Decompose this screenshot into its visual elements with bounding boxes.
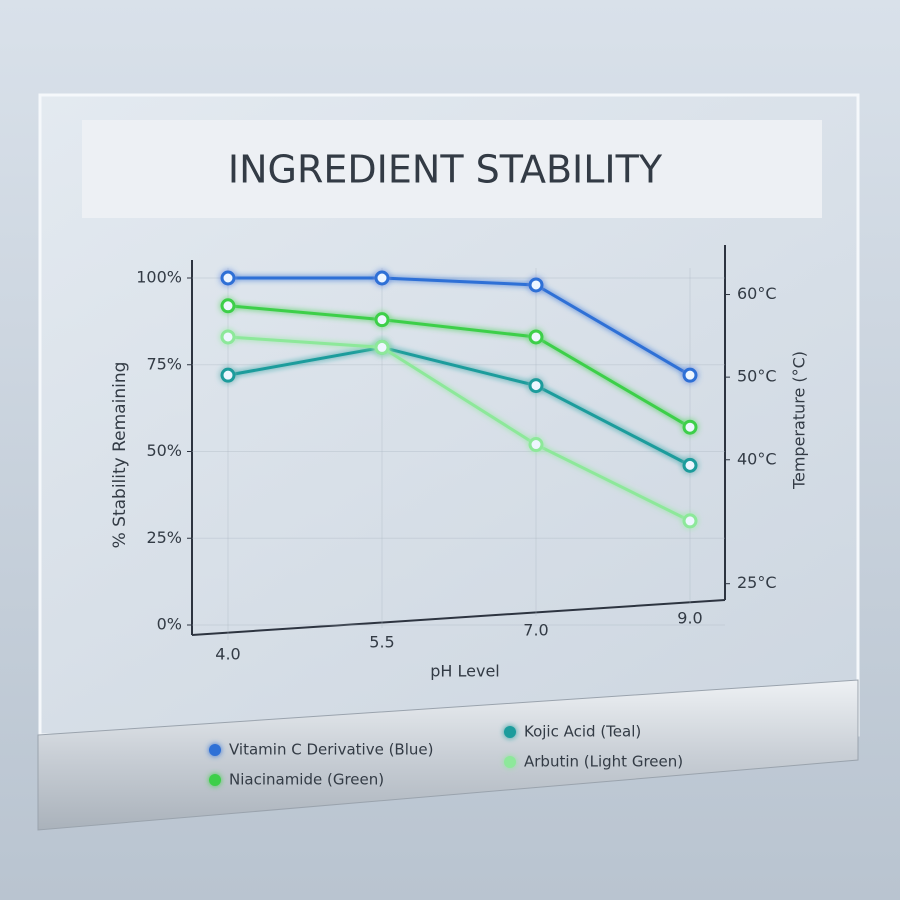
y-axis-label: % Stability Remaining bbox=[110, 362, 130, 549]
series-line bbox=[227, 345, 691, 467]
x-tick-label: 9.0 bbox=[677, 609, 702, 628]
data-point bbox=[374, 270, 390, 286]
data-point bbox=[682, 513, 698, 529]
series-line bbox=[227, 304, 691, 429]
x-axis-label: pH Level bbox=[430, 662, 500, 681]
series-line bbox=[228, 276, 691, 377]
data-point bbox=[528, 437, 544, 453]
legend-label: Niacinamide (Green) bbox=[229, 771, 384, 789]
y2-tick-label: 40°C bbox=[737, 449, 777, 468]
legend-marker bbox=[209, 744, 221, 756]
metal-base bbox=[37, 679, 859, 831]
y2-axis-label: Temperature (°C) bbox=[790, 351, 809, 490]
x-axis bbox=[191, 599, 726, 636]
legend-label: Arbutin (Light Green) bbox=[524, 753, 683, 771]
y-tick-label: 50% bbox=[146, 441, 182, 460]
data-point bbox=[528, 329, 544, 345]
title-bar bbox=[82, 120, 822, 218]
data-point bbox=[528, 378, 544, 394]
x-tick-label: 7.0 bbox=[523, 621, 548, 640]
data-point bbox=[528, 277, 544, 293]
data-point bbox=[220, 367, 236, 383]
chart-title: INGREDIENT STABILITY bbox=[228, 148, 663, 192]
series-line bbox=[227, 335, 691, 523]
legend-marker bbox=[504, 726, 516, 738]
y2-tick-label: 50°C bbox=[737, 367, 777, 386]
y-tick-label: 75% bbox=[146, 354, 182, 373]
data-point bbox=[220, 298, 236, 314]
legend-marker bbox=[209, 774, 221, 786]
legend-label: Kojic Acid (Teal) bbox=[524, 723, 641, 741]
y-tick-label: 0% bbox=[157, 615, 182, 634]
legend-label: Vitamin C Derivative (Blue) bbox=[229, 741, 433, 759]
x-tick-label: 4.0 bbox=[215, 645, 240, 664]
x-tick-label: 5.5 bbox=[369, 633, 394, 652]
legend-marker bbox=[504, 756, 516, 768]
y-tick-label: 25% bbox=[146, 528, 182, 547]
data-point bbox=[682, 457, 698, 473]
data-point bbox=[682, 419, 698, 435]
y2-tick-label: 60°C bbox=[737, 284, 777, 303]
data-point bbox=[682, 367, 698, 383]
data-point bbox=[220, 270, 236, 286]
data-point bbox=[374, 312, 390, 328]
data-point bbox=[220, 329, 236, 345]
data-point bbox=[374, 339, 390, 355]
y-tick-label: 100% bbox=[136, 268, 182, 287]
y2-tick-label: 25°C bbox=[737, 573, 777, 592]
